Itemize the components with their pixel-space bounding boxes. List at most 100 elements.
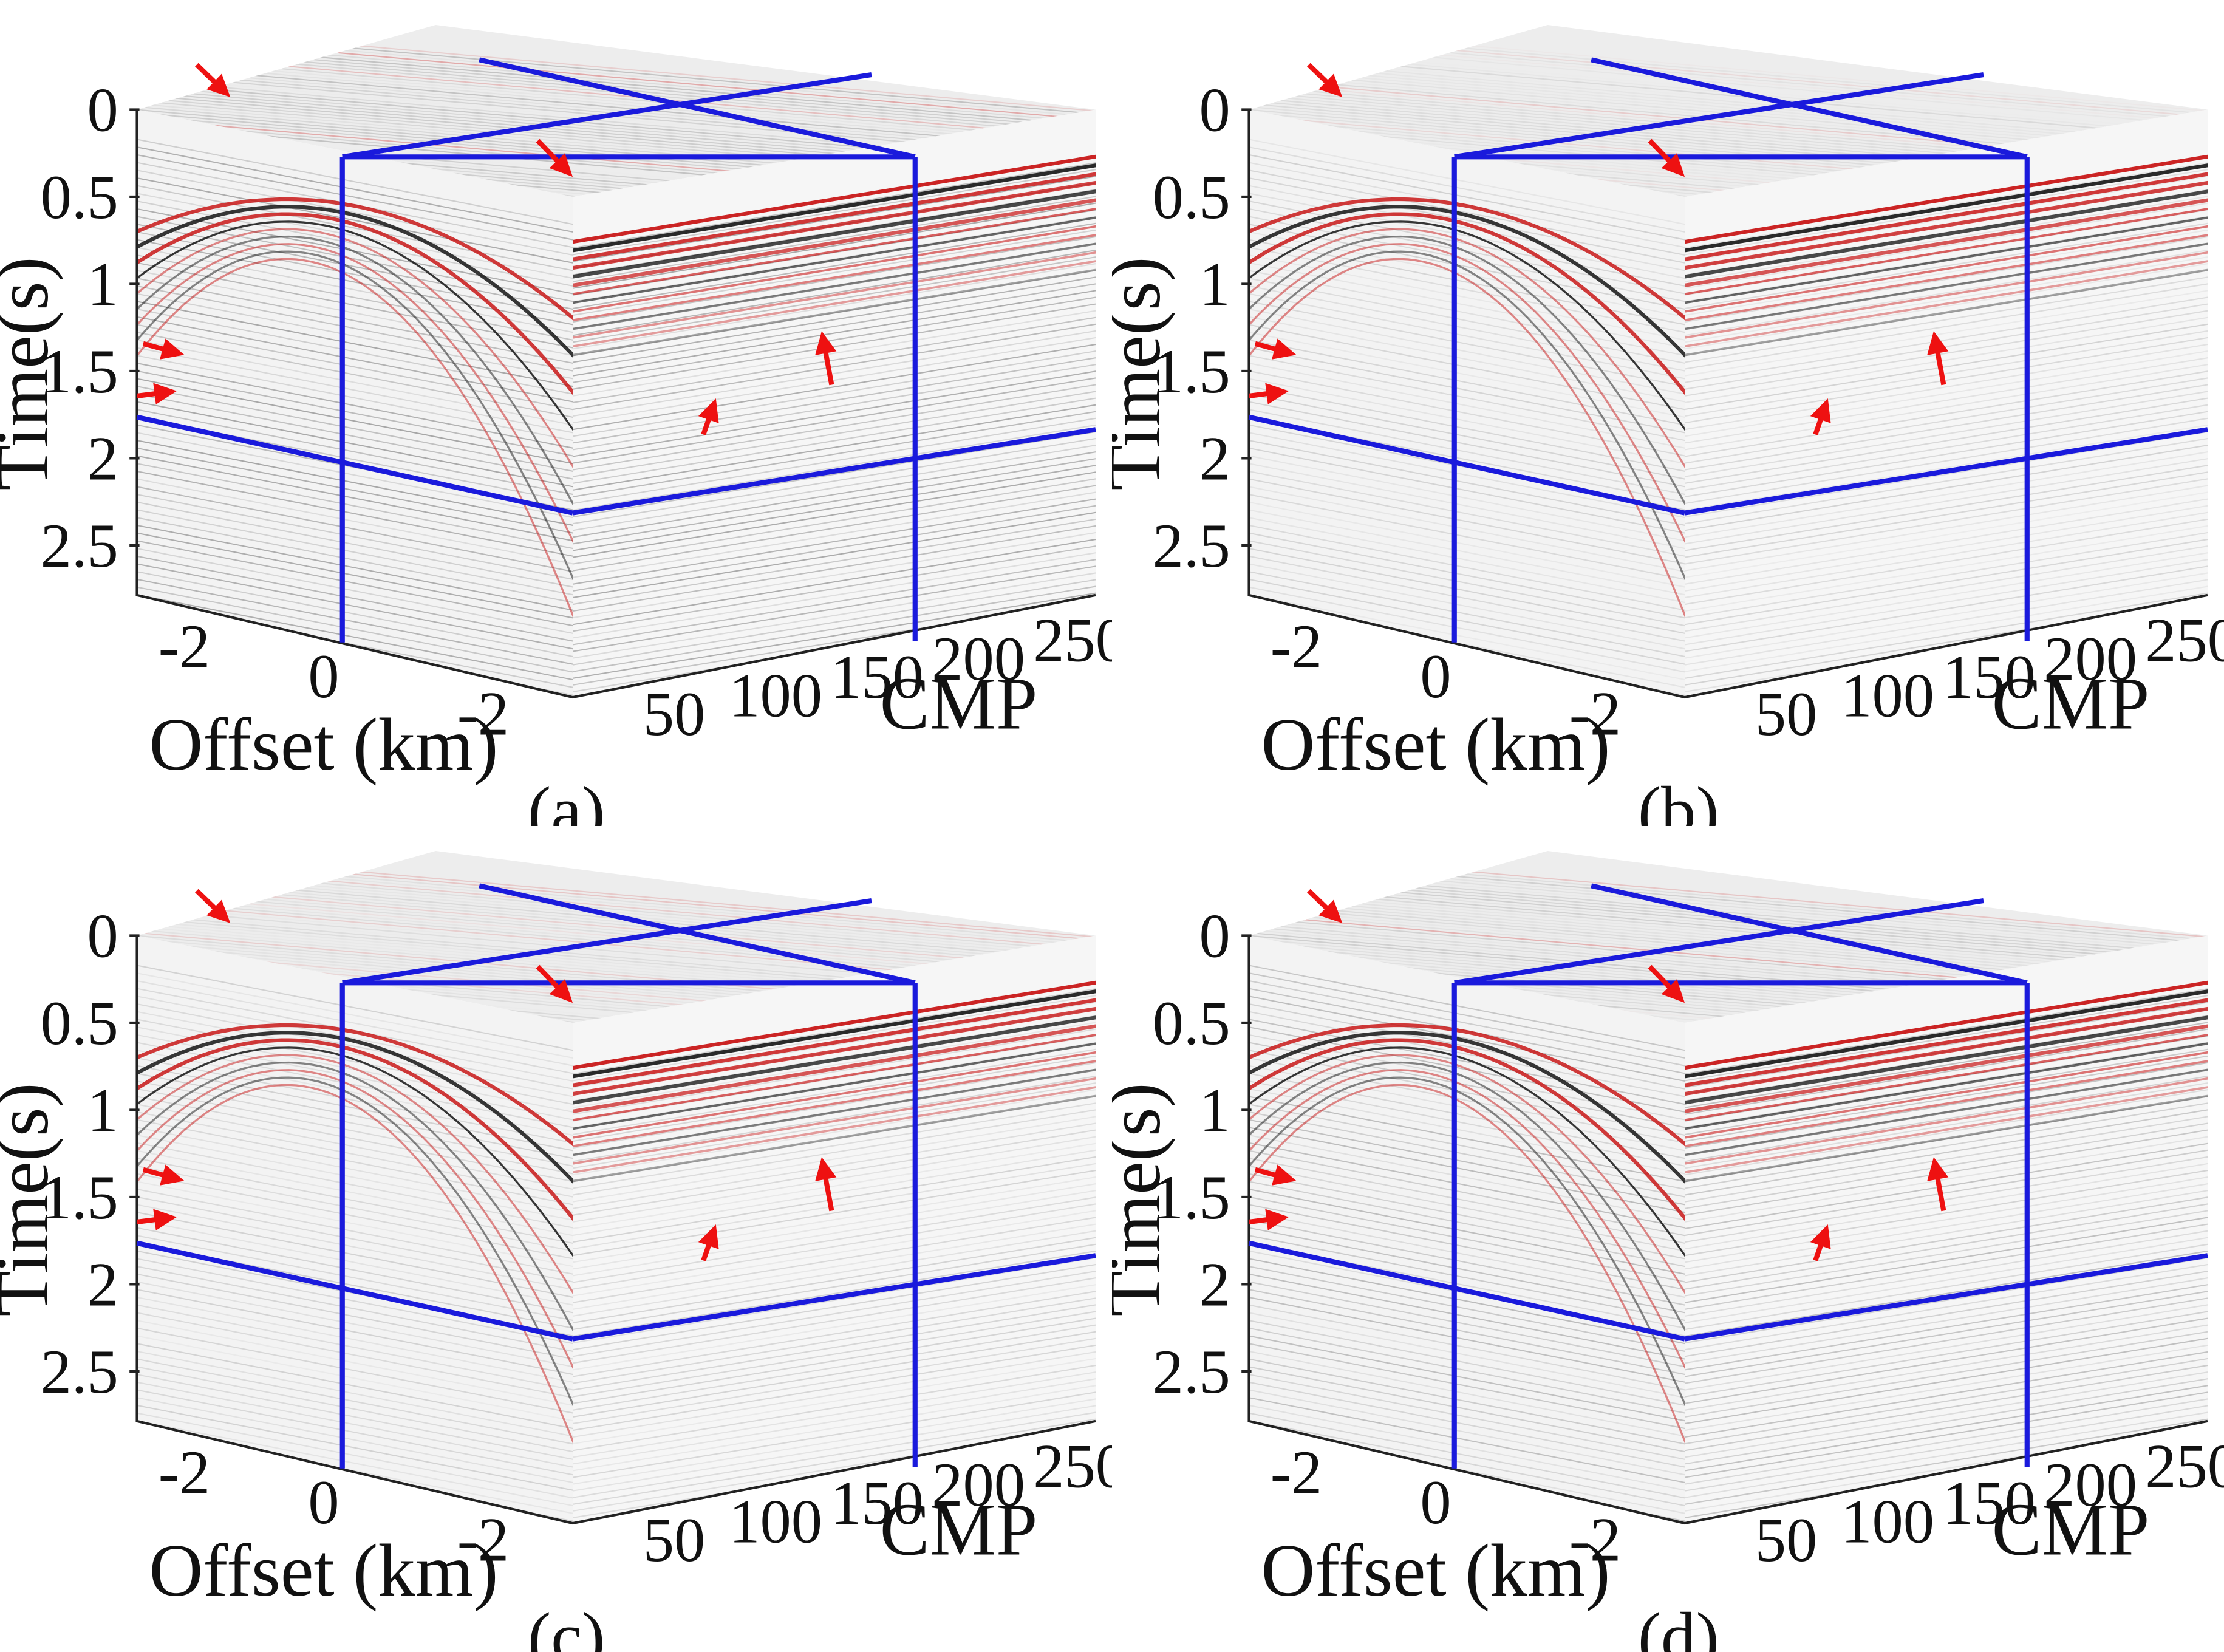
flat-event xyxy=(1684,980,2208,1071)
right-noise xyxy=(572,987,1096,1076)
top-trace xyxy=(137,883,1096,972)
left-noise xyxy=(137,1132,573,1223)
left-noise xyxy=(1249,445,1685,536)
right-noise xyxy=(1684,483,2208,573)
left-noise xyxy=(137,452,573,544)
right-noise xyxy=(1684,288,2208,378)
left-noise xyxy=(137,584,573,675)
left-noise xyxy=(137,336,573,428)
panel-d: 0 0.5 1 1.5 2 2.5 Time(s) -2 0 -2 Offset (km) 50 100… xyxy=(1112,826,2224,1652)
left-noise xyxy=(1249,1418,1685,1509)
left-noise xyxy=(137,267,573,359)
right-noise xyxy=(572,1269,1096,1358)
right-noise xyxy=(1684,1390,2208,1480)
left-noise xyxy=(137,460,573,551)
right-noise xyxy=(1684,363,2208,452)
left-noise xyxy=(1249,267,1685,359)
red-arrow-head xyxy=(1927,331,1949,355)
right-noise xyxy=(1684,443,2208,532)
flat-event xyxy=(1684,162,2208,254)
right-noise xyxy=(572,1169,1096,1257)
left-noise xyxy=(1249,1085,1685,1177)
right-noise xyxy=(572,1316,1096,1405)
left-noise xyxy=(137,1055,573,1146)
time-slice-left xyxy=(1248,414,1685,516)
right-noise xyxy=(572,1189,1096,1278)
right-noise xyxy=(1684,268,2208,358)
hyperbola-event xyxy=(1249,220,1685,441)
right-noise xyxy=(572,1149,1096,1237)
left-noise xyxy=(137,530,573,621)
left-noise xyxy=(137,259,573,351)
left-noise xyxy=(137,1201,573,1293)
left-noise xyxy=(137,190,573,282)
right-noise xyxy=(572,1343,1096,1432)
left-noise xyxy=(137,445,573,536)
left-noise xyxy=(1249,530,1685,621)
right-noise xyxy=(572,1276,1096,1365)
red-arrow-head xyxy=(1265,1209,1289,1230)
right-noise xyxy=(572,1027,1096,1116)
right-noise xyxy=(1684,295,2208,384)
cmp-tick-label: 50 xyxy=(1755,1506,1818,1575)
cmp-tick-label: 250 xyxy=(2145,1432,2224,1501)
top-trace xyxy=(1249,57,2208,146)
right-noise xyxy=(572,228,1096,317)
left-noise xyxy=(137,298,573,390)
left-noise xyxy=(137,1410,573,1501)
left-noise xyxy=(137,367,573,459)
left-noise xyxy=(137,491,573,582)
left-noise xyxy=(1249,252,1685,343)
flat-event xyxy=(572,1067,1096,1158)
right-noise xyxy=(572,1296,1096,1385)
offset-tick-label: -2 xyxy=(159,613,210,681)
right-noise xyxy=(1684,1128,2208,1217)
top-trace xyxy=(137,57,1096,146)
flat-event xyxy=(572,1050,1096,1140)
flat-event xyxy=(572,1014,1096,1106)
left-noise xyxy=(137,229,573,320)
red-arrow-head xyxy=(1318,899,1343,923)
red-arrow-head xyxy=(815,1157,837,1181)
flat-event xyxy=(1684,250,2208,340)
offset-tick-label: -2 xyxy=(1271,613,1322,681)
hyperbola-event xyxy=(1249,1023,1685,1152)
slice-line-top-2 xyxy=(479,883,916,986)
right-noise xyxy=(572,1088,1096,1177)
flat-event xyxy=(572,267,1096,358)
flat-event xyxy=(1684,224,2208,314)
cmp-tick-label: 200 xyxy=(2044,625,2137,694)
flat-event xyxy=(1684,154,2208,245)
left-noise xyxy=(1249,1232,1685,1323)
cmp-tick-label: 150 xyxy=(830,643,924,712)
right-noise xyxy=(1684,383,2208,472)
right-noise xyxy=(572,1364,1096,1452)
left-noise xyxy=(1249,1387,1685,1478)
left-noise xyxy=(1249,507,1685,598)
time-tick-label: 2 xyxy=(87,425,118,493)
time-tick-label: 0.5 xyxy=(41,163,118,232)
right-noise xyxy=(1684,531,2208,620)
left-noise xyxy=(137,1178,573,1269)
hyperbola-event xyxy=(1249,1061,1685,1344)
right-noise xyxy=(572,1121,1096,1210)
left-noise xyxy=(1249,1162,1685,1254)
panel-caption: (d) xyxy=(1638,1599,1719,1652)
right-noise xyxy=(572,389,1096,479)
left-noise xyxy=(1249,290,1685,382)
right-noise xyxy=(1684,1195,2208,1285)
offset-tick-label: -2 xyxy=(1271,1439,1322,1507)
top-trace xyxy=(137,880,1096,969)
right-noise xyxy=(1684,1337,2208,1425)
right-noise xyxy=(572,349,1096,438)
top-trace xyxy=(1249,883,2208,972)
left-noise xyxy=(137,1309,573,1401)
left-noise xyxy=(137,1124,573,1216)
flat-event xyxy=(1684,1093,2208,1184)
right-noise xyxy=(572,410,1096,499)
left-noise xyxy=(1249,1062,1685,1154)
right-noise xyxy=(572,470,1096,559)
top-trace xyxy=(137,60,1096,149)
flat-event xyxy=(572,1023,1096,1114)
